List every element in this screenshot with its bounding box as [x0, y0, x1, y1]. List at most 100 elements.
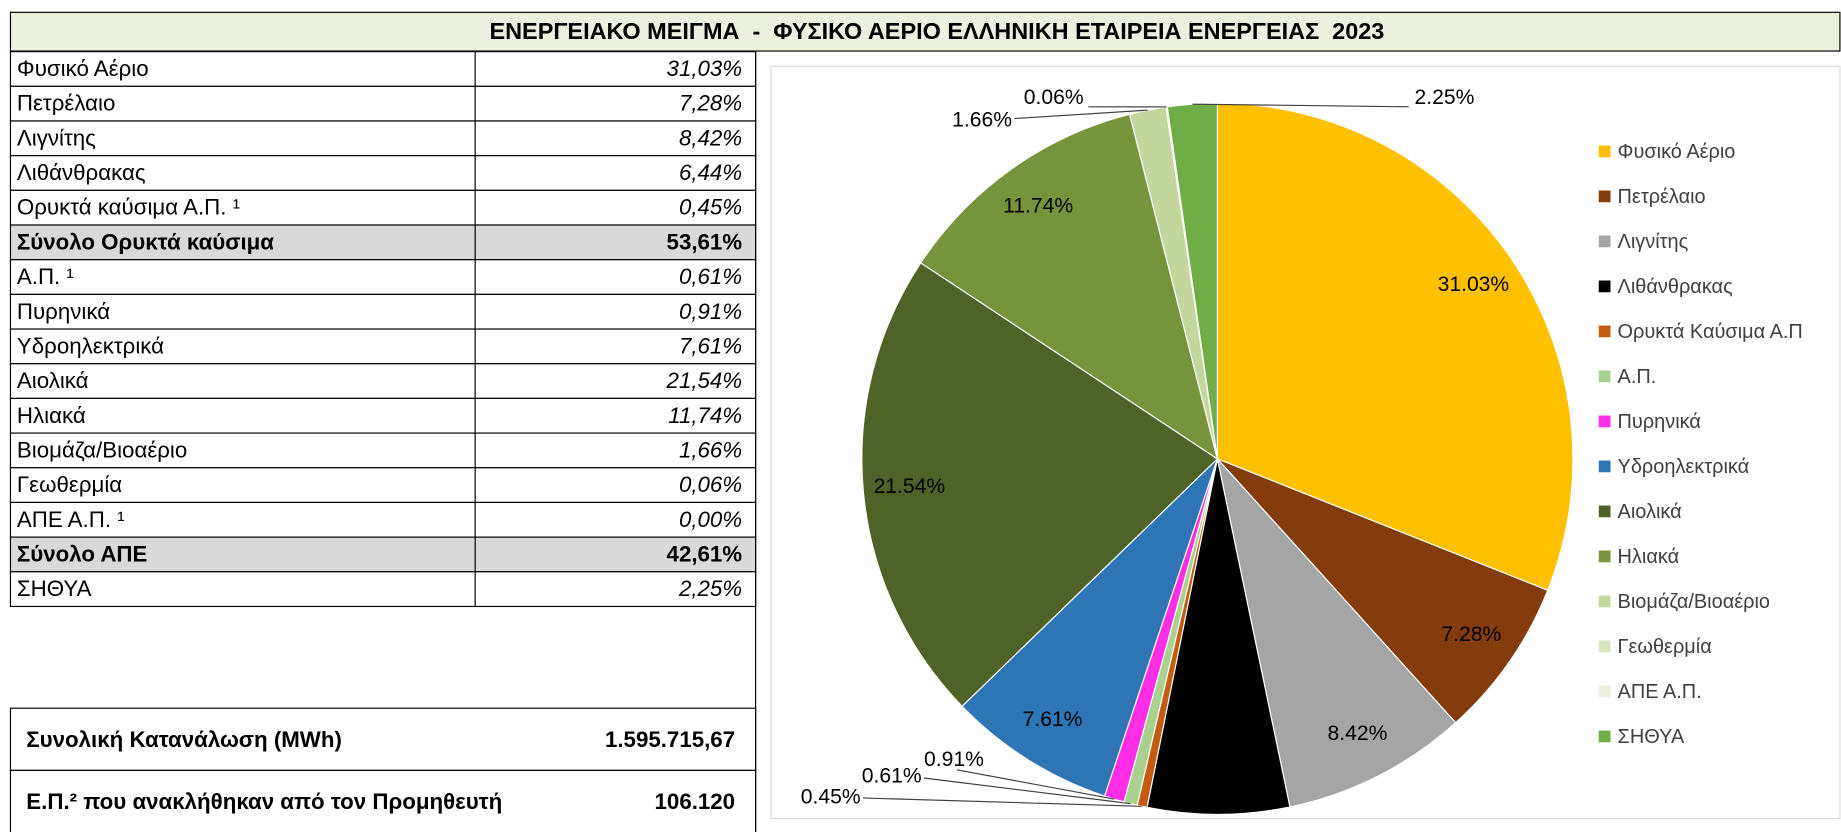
- legend-label: Υδροηλεκτρικά: [1618, 456, 1750, 478]
- row-label: Α.Π. ¹: [17, 264, 74, 289]
- chart-frame: [770, 65, 1841, 820]
- table-row: [9, 432, 757, 469]
- data-label: 0.45%: [801, 786, 861, 809]
- data-label: 2.25%: [1415, 86, 1475, 109]
- summary-value: 106.120: [655, 789, 736, 814]
- table-row: [9, 155, 757, 191]
- leader-line: [862, 797, 1143, 807]
- table-row: [9, 571, 757, 608]
- table-row: [9, 85, 757, 122]
- data-label: 11.74%: [1003, 194, 1073, 217]
- summary-label: Ε.Π.² που ανακλήθηκαν από τον Προμηθευτή: [26, 789, 502, 814]
- row-label: Ορυκτά καύσιμα Α.Π. ¹: [17, 195, 240, 220]
- row-value: 8,42%: [679, 125, 742, 150]
- legend-swatch: [1598, 595, 1611, 608]
- legend-swatch: [1598, 730, 1611, 743]
- row-value: 1,66%: [679, 437, 742, 462]
- table-row: [9, 501, 757, 538]
- row-value: 2,25%: [678, 576, 742, 601]
- row-value: 53,61%: [667, 229, 743, 254]
- row-value: 42,61%: [667, 542, 743, 567]
- table: Φυσικό Αέριο 31,03% Πετρέλαιο 7,28% Λιγνίτης…: [9, 51, 757, 608]
- row-value: 11,74%: [668, 403, 742, 428]
- row-label: ΣΗΘΥΑ: [17, 576, 92, 601]
- row-label: Ηλιακά: [17, 403, 86, 428]
- summary-row: [9, 769, 757, 832]
- pie-slice: [861, 262, 1219, 708]
- data-label: 8.42%: [1328, 722, 1388, 745]
- data-label: 6.44%: [1188, 756, 1248, 779]
- leader-line: [956, 769, 1115, 800]
- leader-line: [923, 777, 1131, 805]
- data-label: 0.06%: [1024, 86, 1084, 109]
- legend-label: Α.Π.: [1618, 366, 1657, 388]
- pie-slice: [961, 458, 1218, 797]
- data-label: 7.61%: [1023, 708, 1083, 731]
- legend-label: Αιολικά: [1618, 501, 1682, 523]
- table-row: [9, 120, 757, 157]
- legend-label: Ορυκτά Καύσιμα Α.Π: [1618, 321, 1803, 343]
- row-value: 6,44%: [679, 160, 742, 185]
- legend-swatch: [1598, 550, 1611, 563]
- legend-label: ΑΠΕ Α.Π.: [1618, 681, 1702, 703]
- table-row: [9, 293, 757, 330]
- leader-line: [1014, 109, 1148, 120]
- summary-row: [9, 707, 757, 771]
- legend-label: Πυρηνικά: [1618, 411, 1701, 433]
- legend-label: Λιγνίτης: [1618, 231, 1689, 253]
- legend-swatch: [1598, 145, 1611, 158]
- row-value: 0,06%: [679, 472, 742, 497]
- table-row: [9, 397, 757, 434]
- data-label: 1.66%: [952, 108, 1012, 131]
- summary-label: Συνολική Κατανάλωση (MWh): [26, 727, 342, 752]
- data-label: 7.28%: [1441, 623, 1501, 646]
- table-row: [9, 328, 757, 365]
- legend-label: Βιομάζα/Βιοαέριο: [1618, 591, 1770, 613]
- row-value: 0,61%: [679, 264, 742, 289]
- legend-label: Πετρέλαιο: [1618, 186, 1706, 208]
- row-value: 7,28%: [679, 91, 742, 116]
- legend-label: Λιθάνθρακας: [1618, 276, 1733, 298]
- legend-swatch: [1598, 415, 1611, 428]
- table-row: [9, 467, 757, 504]
- data-label: 0.91%: [924, 748, 984, 771]
- row-label: Φυσικό Αέριο: [17, 56, 149, 81]
- leader-line: [1192, 103, 1409, 108]
- table-row: [9, 224, 757, 261]
- legend-swatch: [1598, 370, 1611, 383]
- row-label: Πετρέλαιο: [17, 91, 115, 116]
- legend-swatch: [1598, 505, 1611, 518]
- pie-chart: 31.03% 7.28% 8.42% 6.44% 0.45%0.61%0.91% 7.61…: [801, 86, 1803, 815]
- legend-swatch: [1598, 640, 1611, 653]
- legend-label: Φυσικό Αέριο: [1618, 141, 1736, 163]
- table-row: [9, 363, 757, 399]
- title: ΕΝΕΡΓΕΙΑΚΟ ΜΕΙΓΜΑ - ΦΥΣΙΚΟ ΑΕΡΙΟ ΕΛΛΗΝΙΚ…: [489, 18, 1384, 44]
- summary: Συνολική Κατανάλωση (MWh) 1.595.715,67 Ε.Π…: [9, 707, 757, 832]
- row-label: Γεωθερμία: [17, 472, 122, 497]
- row-label: Αιολικά: [17, 368, 89, 393]
- legend-label: ΣΗΘΥΑ: [1618, 726, 1685, 748]
- row-label: Πυρηνικά: [17, 299, 110, 324]
- row-label: Υδροηλεκτρικά: [17, 333, 164, 358]
- legend-label: Ηλιακά: [1618, 546, 1680, 568]
- table-row: [9, 259, 757, 295]
- row-value: 7,61%: [679, 333, 742, 358]
- legend-label: Γεωθερμία: [1618, 636, 1712, 658]
- title-bar: [9, 11, 1841, 52]
- row-value: 0,91%: [679, 299, 742, 324]
- legend-swatch: [1598, 325, 1611, 338]
- pie-slice: [919, 113, 1219, 461]
- row-label: Λιγνίτης: [17, 125, 96, 150]
- row-label: Βιομάζα/Βιοαέριο: [17, 437, 187, 462]
- legend-swatch: [1598, 280, 1611, 293]
- pie-slice: [1146, 458, 1291, 815]
- legend-swatch: [1598, 190, 1611, 203]
- pie-slice: [1166, 102, 1218, 459]
- pie-slice: [1216, 458, 1549, 724]
- row-label: Λιθάνθρακας: [17, 160, 146, 185]
- table-row: [9, 189, 757, 226]
- row-label: Σύνολο Ορυκτά καύσιμα: [17, 229, 274, 254]
- legend-swatch: [1598, 460, 1611, 473]
- row-label: ΑΠΕ Α.Π. ¹: [17, 507, 125, 532]
